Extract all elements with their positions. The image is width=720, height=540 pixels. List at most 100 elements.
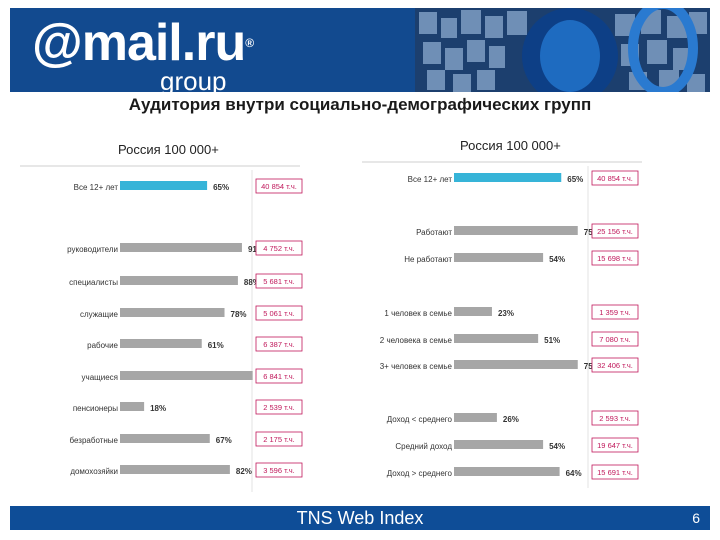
bar xyxy=(120,371,253,380)
bar xyxy=(454,360,578,369)
audience-label: 25 156 т.ч. xyxy=(597,227,633,236)
category-label: Не работают xyxy=(404,255,452,264)
audience-label: 40 854 т.ч. xyxy=(597,174,633,183)
audience-label: 1 359 т.ч. xyxy=(599,308,631,317)
header-banner: @mail.ru® group xyxy=(10,8,710,92)
logo-registered-mark: ® xyxy=(245,36,254,50)
audience-box xyxy=(591,331,639,347)
audience-label: 19 647 т.ч. xyxy=(597,441,633,450)
audience-label: 3 596 т.ч. xyxy=(263,466,295,475)
audience-label: 6 387 т.ч. xyxy=(263,340,295,349)
audience-label: 15 691 т.ч. xyxy=(597,468,633,477)
category-label: 1 человек в семье xyxy=(384,309,452,318)
bar xyxy=(454,173,562,182)
category-label: учащиеся xyxy=(82,373,118,382)
category-label: 2 человека в семье xyxy=(380,336,453,345)
category-label: 3+ человек в семье xyxy=(380,362,453,371)
audience-box xyxy=(255,305,303,321)
bar xyxy=(454,334,539,343)
audience-label: 2 539 т.ч. xyxy=(263,403,295,412)
bar xyxy=(120,402,145,411)
bar-value-label: 64% xyxy=(566,469,582,478)
bar-value-label: 54% xyxy=(549,442,565,451)
audience-label: 2 593 т.ч. xyxy=(599,414,631,423)
footer-text: TNS Web Index xyxy=(296,508,424,528)
category-label: Доход > среднего xyxy=(387,469,453,478)
audience-box xyxy=(591,304,639,320)
audience-label: 4 752 т.ч. xyxy=(263,244,295,253)
bar xyxy=(120,339,202,348)
audience-label: 40 854 т.ч. xyxy=(261,182,297,191)
category-label: Доход < среднего xyxy=(387,415,453,424)
audience-box xyxy=(255,368,303,384)
category-label: Средний доход xyxy=(395,442,452,451)
audience-label: 15 698 т.ч. xyxy=(597,254,633,263)
audience-box xyxy=(255,240,303,256)
mailru-group-logo: @mail.ru® group xyxy=(32,14,254,92)
bar-value-label: 67% xyxy=(216,436,232,445)
bar xyxy=(120,181,208,190)
bar xyxy=(454,440,544,449)
bar-value-label: 18% xyxy=(150,404,166,413)
category-label: Все 12+ лет xyxy=(74,183,119,192)
category-label: служащие xyxy=(80,310,119,319)
bar-value-label: 23% xyxy=(498,309,514,318)
audience-box xyxy=(591,357,639,373)
audience-box xyxy=(591,250,639,266)
audience-label: 7 080 т.ч. xyxy=(599,335,631,344)
page-title: Аудитория внутри социально-демографическ… xyxy=(128,95,592,114)
bar xyxy=(120,308,225,317)
bar-value-label: 88% xyxy=(244,278,260,287)
category-label: руководители xyxy=(67,245,118,254)
category-label: Все 12+ лет xyxy=(408,175,453,184)
bar xyxy=(120,465,230,474)
category-label: пенсионеры xyxy=(73,404,118,413)
chart-occupation: Россия 100 000+ Все 12+ лет 65% 40 854 т.ч.… xyxy=(20,142,303,492)
category-label: домохозяйки xyxy=(70,467,118,476)
audience-box xyxy=(255,431,303,447)
bar-value-label: 51% xyxy=(544,336,560,345)
chart-title: Россия 100 000+ xyxy=(118,142,219,157)
bar xyxy=(454,307,492,316)
audience-box xyxy=(591,223,639,239)
audience-label: 5 061 т.ч. xyxy=(263,309,295,318)
audience-label: 2 175 т.ч. xyxy=(263,435,295,444)
audience-box xyxy=(591,437,639,453)
bar-value-label: 54% xyxy=(549,255,565,264)
bar-value-label: 78% xyxy=(231,310,247,319)
chart-employment-family-income: Россия 100 000+ Все 12+ лет 65% 40 854 т.ч.… xyxy=(362,138,642,488)
bar-value-label: 82% xyxy=(236,467,252,476)
page-number: 6 xyxy=(692,510,700,526)
audience-box xyxy=(591,170,639,186)
bar-value-label: 26% xyxy=(503,415,519,424)
category-label: безработные xyxy=(70,436,119,445)
bar xyxy=(454,413,497,422)
audience-label: 6 841 т.ч. xyxy=(263,372,295,381)
audience-box xyxy=(255,462,303,478)
audience-box xyxy=(255,273,303,289)
audience-label: 32 406 т.ч. xyxy=(597,361,633,370)
audience-label: 5 681 т.ч. xyxy=(263,277,295,286)
bar xyxy=(454,467,560,476)
bar-value-label: 61% xyxy=(208,341,224,350)
audience-box xyxy=(255,336,303,352)
bar-value-label: 65% xyxy=(567,175,583,184)
bar xyxy=(120,434,210,443)
audience-box xyxy=(591,464,639,480)
audience-box xyxy=(255,178,303,194)
people-photo-collage xyxy=(415,8,710,92)
audience-box xyxy=(255,399,303,415)
bar xyxy=(120,276,238,285)
footer-bar: TNS Web Index 6 xyxy=(10,506,710,530)
bar xyxy=(120,243,242,252)
chart-title: Россия 100 000+ xyxy=(460,138,561,153)
category-label: специалисты xyxy=(69,278,118,287)
category-label: Работают xyxy=(416,228,452,237)
bar xyxy=(454,226,578,235)
category-label: рабочие xyxy=(87,341,118,350)
logo-main-text: @mail.ru xyxy=(32,14,246,72)
logo-group-text: group xyxy=(160,66,227,92)
bar-value-label: 65% xyxy=(213,183,229,192)
bar xyxy=(454,253,544,262)
audience-box xyxy=(591,410,639,426)
